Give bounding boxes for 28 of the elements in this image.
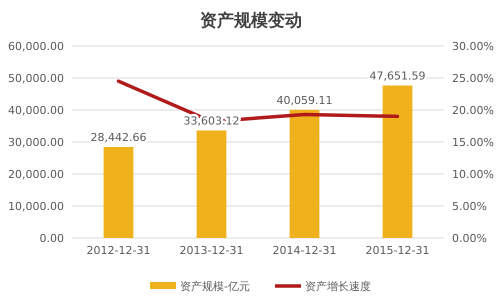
data-label: 40,059.11	[276, 94, 332, 107]
y-tick-label: 10,000.00	[8, 200, 64, 213]
legend-label: 资产增长速度	[305, 280, 371, 293]
bar	[382, 86, 412, 238]
y2-tick-label: 0.00%	[452, 232, 487, 245]
y2-tick-label: 15.00%	[452, 136, 494, 149]
bar	[290, 110, 320, 238]
y2-tick-label: 20.00%	[452, 104, 494, 117]
x-tick-label: 2015-12-31	[366, 244, 430, 257]
legend-label: 资产规模-亿元	[180, 280, 250, 293]
y2-tick-label: 10.00%	[452, 168, 494, 181]
y2-tick-label: 30.00%	[452, 40, 494, 53]
x-tick-label: 2012-12-31	[86, 244, 150, 257]
y-tick-label: 60,000.00	[8, 40, 64, 53]
y-tick-label: 40,000.00	[8, 104, 64, 117]
x-tick-label: 2014-12-31	[272, 244, 336, 257]
y-tick-label: 30,000.00	[8, 136, 64, 149]
chart-title: 资产规模变动	[200, 11, 302, 31]
y-tick-label: 50,000.00	[8, 72, 64, 85]
y-tick-label: 0.00	[40, 232, 64, 245]
bar	[196, 130, 226, 238]
y-tick-label: 20,000.00	[8, 168, 64, 181]
x-tick-label: 2013-12-31	[180, 244, 244, 257]
y2-tick-label: 5.00%	[452, 200, 487, 213]
data-label: 47,651.59	[370, 70, 426, 83]
data-label: 28,442.66	[90, 130, 146, 144]
bar	[104, 146, 134, 238]
y2-tick-label: 25.00%	[452, 72, 494, 85]
